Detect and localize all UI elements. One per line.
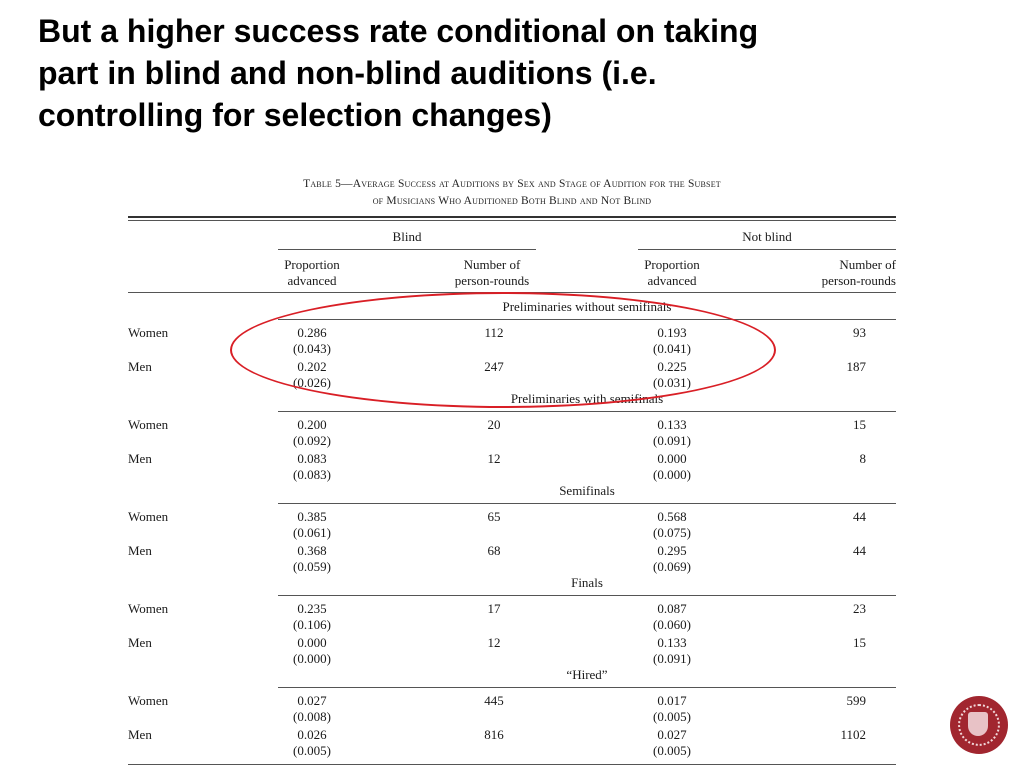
- row-label: Men: [128, 359, 152, 374]
- university-seal-icon: [950, 696, 1008, 754]
- std-error-cell: (0.000): [293, 651, 331, 666]
- table-cell: 15: [853, 635, 866, 650]
- table-cell: 0.200: [297, 417, 327, 432]
- table-cell: 0.026: [297, 727, 327, 742]
- table-cell: 0.027: [297, 693, 327, 708]
- group-underline-blind: [278, 249, 536, 250]
- table-cell: 0.027: [657, 727, 687, 742]
- table-cell: 187: [846, 359, 867, 374]
- table-cell: 23: [853, 601, 866, 616]
- table-cell: 0.368: [297, 543, 327, 558]
- table-cell: 816: [484, 727, 504, 742]
- section-title: Finals: [571, 575, 603, 590]
- table-cell: 0.087: [657, 601, 687, 616]
- section-rule: [278, 411, 896, 412]
- std-error-cell: (0.059): [293, 559, 331, 574]
- slide-title: But a higher success rate conditional on…: [38, 10, 988, 136]
- table-cell: 0.568: [657, 509, 687, 524]
- std-error-cell: (0.000): [653, 467, 691, 482]
- row-label: Men: [128, 451, 152, 466]
- row-label: Men: [128, 727, 152, 742]
- std-error-cell: (0.092): [293, 433, 331, 448]
- std-error-cell: (0.008): [293, 709, 331, 724]
- table-cell: 20: [487, 417, 501, 432]
- table-cell: 445: [484, 693, 504, 708]
- std-error-cell: (0.091): [653, 433, 691, 448]
- std-error-cell: (0.061): [293, 525, 331, 540]
- highlight-ellipse: [230, 292, 776, 408]
- table-cell: 12: [487, 451, 501, 466]
- row-label: Women: [128, 325, 169, 340]
- std-error-cell: (0.060): [653, 617, 691, 632]
- table-cell: 8: [859, 451, 867, 466]
- std-error-cell: (0.106): [293, 617, 331, 632]
- row-label: Men: [128, 635, 152, 650]
- table-cell: 44: [853, 509, 866, 524]
- title-line: controlling for selection changes): [38, 97, 552, 133]
- col-header-blind-proportion: Proportion advanced: [284, 257, 340, 288]
- std-error-cell: (0.083): [293, 467, 331, 482]
- table-cell: 65: [487, 509, 501, 524]
- table-cell: 0.295: [657, 543, 687, 558]
- title-line: part in blind and non-blind auditions (i…: [38, 55, 657, 91]
- group-header-not-blind: Not blind: [742, 229, 792, 244]
- col-header-blind-number: Number of person-rounds: [454, 257, 530, 288]
- std-error-cell: (0.005): [653, 743, 691, 758]
- caption-line: Table 5—Average Success at Auditions by …: [303, 178, 721, 190]
- table-cell: 599: [846, 693, 867, 708]
- table-bottom-rule: [128, 764, 896, 765]
- section-title: Semifinals: [559, 483, 615, 498]
- table-cell: 12: [487, 635, 501, 650]
- row-label: Women: [128, 509, 169, 524]
- group-header-blind: Blind: [392, 229, 422, 244]
- table-cell: 0.083: [297, 451, 327, 466]
- row-label: Women: [128, 417, 169, 432]
- col-header-notblind-proportion: Proportion advanced: [644, 257, 700, 288]
- std-error-cell: (0.069): [653, 559, 691, 574]
- col-header-notblind-number: Number of person-rounds: [821, 257, 896, 288]
- table-cell: 0.000: [297, 635, 327, 650]
- table-cell: 0.000: [657, 451, 687, 466]
- table-caption: Table 5—Average Success at Auditions by …: [128, 176, 896, 210]
- table-top-rule-2: [128, 220, 896, 221]
- std-error-cell: (0.091): [653, 651, 691, 666]
- title-line: But a higher success rate conditional on…: [38, 13, 759, 49]
- table-cell: 68: [487, 543, 501, 558]
- table-cell: 17: [487, 601, 501, 616]
- std-error-cell: (0.005): [293, 743, 331, 758]
- table-cell: 44: [853, 543, 866, 558]
- table-cell: 15: [853, 417, 866, 432]
- caption-line: of Musicians Who Auditioned Both Blind a…: [372, 195, 652, 207]
- std-error-cell: (0.075): [653, 525, 691, 540]
- section-rule: [278, 595, 896, 596]
- row-label: Women: [128, 601, 169, 616]
- table-cell: 0.133: [657, 417, 687, 432]
- section-title: “Hired”: [566, 667, 608, 682]
- row-label: Men: [128, 543, 152, 558]
- table-cell: 1102: [840, 727, 866, 742]
- section-rule: [278, 503, 896, 504]
- std-error-cell: (0.005): [653, 709, 691, 724]
- table-cell: 0.385: [297, 509, 327, 524]
- table-cell: 0.235: [297, 601, 327, 616]
- group-underline-not-blind: [638, 249, 896, 250]
- table-top-rule: [128, 216, 896, 218]
- table-cell: 0.017: [657, 693, 687, 708]
- table-cell: 0.133: [657, 635, 687, 650]
- row-label: Women: [128, 693, 169, 708]
- section-rule: [278, 687, 896, 688]
- table-cell: 93: [853, 325, 866, 340]
